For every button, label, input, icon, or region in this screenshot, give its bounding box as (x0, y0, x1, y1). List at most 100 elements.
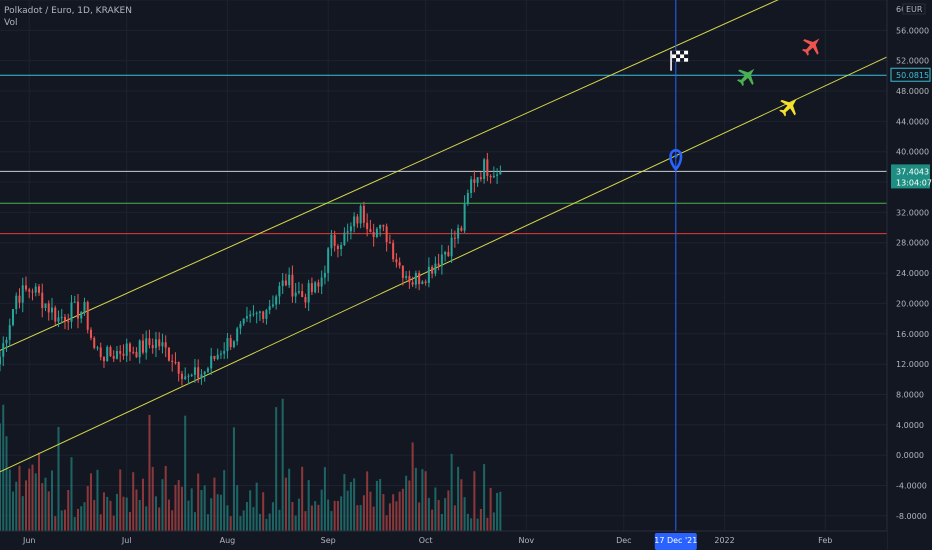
candle-body (275, 296, 278, 305)
annotations (669, 38, 820, 172)
candle-body (41, 292, 44, 308)
candle-body (323, 272, 326, 278)
candle-body (392, 242, 395, 260)
candle-body (470, 179, 473, 193)
flag-check (672, 50, 677, 55)
volume-bar (148, 414, 151, 531)
candle-body (119, 351, 122, 354)
candle-body (171, 360, 174, 362)
candle-body (128, 343, 131, 352)
volume-label[interactable]: Vol (4, 18, 18, 28)
volume-bar (294, 515, 297, 531)
volume-bar (297, 498, 300, 531)
candle-body (0, 356, 2, 365)
candle-body (327, 248, 330, 273)
candle-body (369, 229, 372, 233)
volume-bar (317, 504, 320, 531)
candle-body (262, 311, 265, 319)
y-tick-label: 40.0000 (896, 148, 929, 157)
volume-bar (343, 474, 346, 531)
volume-bar (411, 442, 414, 531)
y-tick-label: 20.0000 (896, 299, 929, 308)
candle-body (80, 312, 83, 319)
time-axis[interactable]: Jun Jul Aug Sep Oct Nov Dec 2022 Feb 17 Dec '21 (0, 530, 887, 550)
volume-bar (177, 480, 180, 531)
candle-body (193, 367, 196, 375)
candle-body (232, 341, 235, 348)
x-tick-label: Feb (818, 536, 832, 545)
candle-body (89, 329, 92, 338)
volume-bar (83, 502, 86, 531)
candle-body (15, 295, 18, 310)
candle-body (24, 285, 27, 290)
x-tick-label: Jul (121, 536, 132, 545)
volume-bar (24, 480, 27, 531)
x-tick-label: Nov (519, 536, 535, 545)
flag-icon (670, 50, 689, 71)
x-tick-label: 2022 (714, 536, 734, 545)
volume-bar (288, 468, 291, 531)
volume-bar (463, 497, 466, 531)
candle-body (479, 177, 482, 180)
candle-body (18, 295, 21, 303)
candle-body (37, 286, 40, 293)
candle-body (414, 273, 417, 285)
volume-bar (141, 478, 144, 531)
volume-bar (281, 398, 284, 531)
volume-bar (8, 469, 11, 531)
volume-bar (122, 496, 125, 531)
volume-bar (284, 477, 287, 531)
candle-body (382, 224, 385, 227)
price-axis[interactable]: -8.0000 -4.0000 0.0000 4.0000 8.0000 12.0000 1… (886, 0, 932, 550)
candle-body (297, 291, 300, 293)
volume-bar (102, 492, 105, 531)
candle-body (349, 226, 352, 232)
candle-body (333, 234, 336, 246)
volume-bar (219, 494, 222, 531)
volume-bar (450, 453, 453, 531)
y-tick-label: 56.0000 (896, 26, 929, 35)
candle-body (245, 316, 248, 319)
candle-body (164, 342, 167, 348)
candle-body (76, 301, 79, 319)
flag-check (680, 50, 685, 55)
channel-upper-line (0, 0, 779, 351)
plane-shape (802, 38, 820, 56)
volume-bar (184, 415, 187, 531)
candle-body (93, 337, 96, 348)
x-tick-label: Jun (22, 536, 36, 545)
candle-body (294, 292, 297, 297)
volume-bar (496, 492, 499, 531)
candle-body (463, 203, 466, 231)
volume-bar (206, 514, 209, 531)
candle-body (70, 302, 73, 322)
horizontal-lines (0, 74, 887, 235)
volume-bar (89, 473, 92, 531)
candle-body (447, 252, 450, 257)
candle-body (307, 283, 310, 303)
volume-bar (457, 466, 460, 531)
pin-dot (674, 154, 678, 158)
volume-bar (414, 467, 417, 531)
x-tick-label: Aug (220, 536, 236, 545)
candle-body (431, 266, 434, 274)
candle-body (11, 309, 15, 326)
target-price-label: 50.0815 (896, 71, 929, 80)
candle-body (356, 216, 359, 224)
volume-bar (245, 502, 248, 531)
candle-body (398, 262, 401, 266)
candle-body (99, 347, 102, 358)
countdown-label: 13:04:07 (896, 178, 932, 187)
volume-bar (154, 496, 157, 531)
candle-body (395, 259, 398, 263)
candle-body (265, 309, 268, 319)
volume-bar (242, 510, 245, 531)
volume-bar (31, 464, 34, 531)
symbol-title[interactable]: Polkadot / Euro, 1D, KRAKEN (4, 6, 132, 16)
volume-bar (275, 407, 278, 531)
volume-bar (268, 513, 271, 531)
candle-body (115, 351, 118, 359)
volume-bar (453, 505, 456, 531)
candle-body (304, 297, 307, 303)
